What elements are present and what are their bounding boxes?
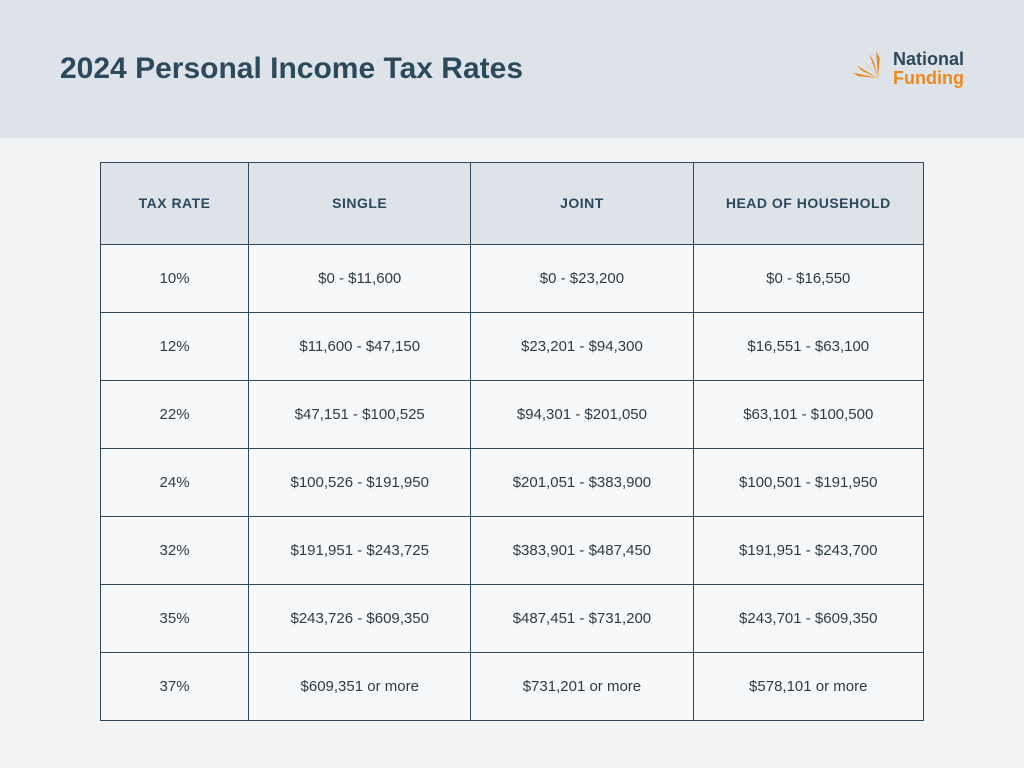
table-row: 10% $0 - $11,600 $0 - $23,200 $0 - $16,5…	[101, 245, 924, 313]
cell-single: $191,951 - $243,725	[249, 517, 471, 585]
cell-joint: $383,901 - $487,450	[471, 517, 693, 585]
cell-joint: $201,051 - $383,900	[471, 449, 693, 517]
cell-single: $11,600 - $47,150	[249, 313, 471, 381]
table-container: TAX RATE SINGLE JOINT HEAD OF HOUSEHOLD …	[0, 138, 1024, 721]
table-row: 37% $609,351 or more $731,201 or more $5…	[101, 653, 924, 721]
cell-hoh: $243,701 - $609,350	[693, 585, 923, 653]
table-row: 24% $100,526 - $191,950 $201,051 - $383,…	[101, 449, 924, 517]
cell-hoh: $100,501 - $191,950	[693, 449, 923, 517]
col-header-single: SINGLE	[249, 163, 471, 245]
cell-rate: 35%	[101, 585, 249, 653]
brand-name-bottom: Funding	[893, 69, 964, 88]
cell-joint: $94,301 - $201,050	[471, 381, 693, 449]
cell-single: $47,151 - $100,525	[249, 381, 471, 449]
cell-hoh: $191,951 - $243,700	[693, 517, 923, 585]
cell-hoh: $0 - $16,550	[693, 245, 923, 313]
cell-joint: $0 - $23,200	[471, 245, 693, 313]
table-row: 35% $243,726 - $609,350 $487,451 - $731,…	[101, 585, 924, 653]
cell-single: $609,351 or more	[249, 653, 471, 721]
cell-single: $243,726 - $609,350	[249, 585, 471, 653]
table-row: 32% $191,951 - $243,725 $383,901 - $487,…	[101, 517, 924, 585]
col-header-hoh: HEAD OF HOUSEHOLD	[693, 163, 923, 245]
cell-hoh: $16,551 - $63,100	[693, 313, 923, 381]
cell-rate: 10%	[101, 245, 249, 313]
cell-joint: $23,201 - $94,300	[471, 313, 693, 381]
header-bar: 2024 Personal Income Tax Rates National …	[0, 0, 1024, 138]
cell-rate: 24%	[101, 449, 249, 517]
tax-rate-table: TAX RATE SINGLE JOINT HEAD OF HOUSEHOLD …	[100, 162, 924, 721]
cell-joint: $731,201 or more	[471, 653, 693, 721]
sunburst-icon	[851, 51, 887, 87]
cell-hoh: $578,101 or more	[693, 653, 923, 721]
page-title: 2024 Personal Income Tax Rates	[60, 52, 523, 86]
cell-hoh: $63,101 - $100,500	[693, 381, 923, 449]
cell-single: $100,526 - $191,950	[249, 449, 471, 517]
cell-rate: 32%	[101, 517, 249, 585]
cell-joint: $487,451 - $731,200	[471, 585, 693, 653]
table-row: 22% $47,151 - $100,525 $94,301 - $201,05…	[101, 381, 924, 449]
cell-rate: 22%	[101, 381, 249, 449]
cell-rate: 12%	[101, 313, 249, 381]
brand-logo-text: National Funding	[893, 50, 964, 88]
col-header-joint: JOINT	[471, 163, 693, 245]
brand-name-top: National	[893, 50, 964, 69]
table-row: 12% $11,600 - $47,150 $23,201 - $94,300 …	[101, 313, 924, 381]
brand-logo: National Funding	[851, 50, 964, 88]
cell-rate: 37%	[101, 653, 249, 721]
cell-single: $0 - $11,600	[249, 245, 471, 313]
col-header-rate: TAX RATE	[101, 163, 249, 245]
table-header-row: TAX RATE SINGLE JOINT HEAD OF HOUSEHOLD	[101, 163, 924, 245]
